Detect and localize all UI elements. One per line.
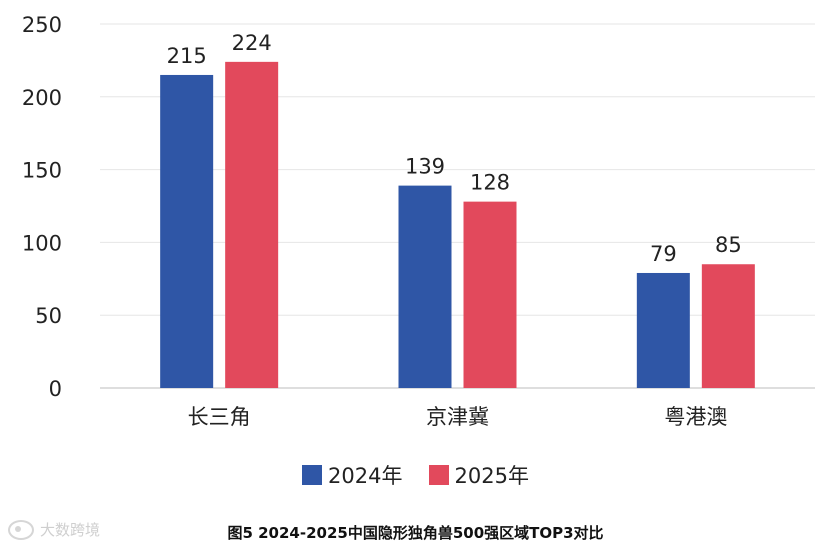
legend-item-2025: 2025年 <box>428 460 529 490</box>
data-label-1-2: 224 <box>232 31 272 55</box>
legend-swatch-2025 <box>428 465 449 485</box>
watermark-text: 大数跨境 <box>40 521 101 539</box>
y-tick-label-150: 150 <box>22 159 62 183</box>
y-tick-label-250: 250 <box>22 13 62 37</box>
legend-swatch-2024 <box>302 465 323 485</box>
data-label-3-2: 85 <box>715 233 742 257</box>
bar-3-1 <box>636 272 690 388</box>
legend: 2024年 2025年 <box>0 460 831 490</box>
y-tick-label-0: 0 <box>49 377 62 401</box>
y-tick-label-100: 100 <box>22 231 62 255</box>
x-tick-label-2: 京津冀 <box>426 405 489 429</box>
y-tick-label-200: 200 <box>22 86 62 110</box>
watermark: 大数跨境 <box>8 519 100 540</box>
y-tick-label-50: 50 <box>35 304 62 328</box>
data-label-3-1: 79 <box>650 242 677 266</box>
x-tick-label-1: 长三角 <box>188 405 251 429</box>
watermark-logo-icon <box>8 519 34 540</box>
data-label-2-2: 128 <box>470 171 510 195</box>
bar-3-2 <box>701 264 755 388</box>
bar-1-2 <box>225 61 279 389</box>
bar-1-1 <box>160 74 214 389</box>
legend-label-2024: 2024年 <box>328 464 403 488</box>
bar-chart: 0 50 100 150 200 250 215 224 长三角 139 128 京津冀 79 85 粤港澳 <box>22 13 815 429</box>
legend-label-2025: 2025年 <box>454 464 529 488</box>
chart-caption: 图5 2024-2025中国隐形独角兽500强区域TOP3对比 <box>227 524 604 542</box>
bar-2-1 <box>398 185 452 388</box>
bar-2-2 <box>463 201 517 388</box>
legend-item-2024: 2024年 <box>302 460 403 490</box>
data-label-1-1: 215 <box>167 44 207 68</box>
x-tick-label-3: 粤港澳 <box>664 405 727 429</box>
data-label-2-1: 139 <box>405 155 445 179</box>
